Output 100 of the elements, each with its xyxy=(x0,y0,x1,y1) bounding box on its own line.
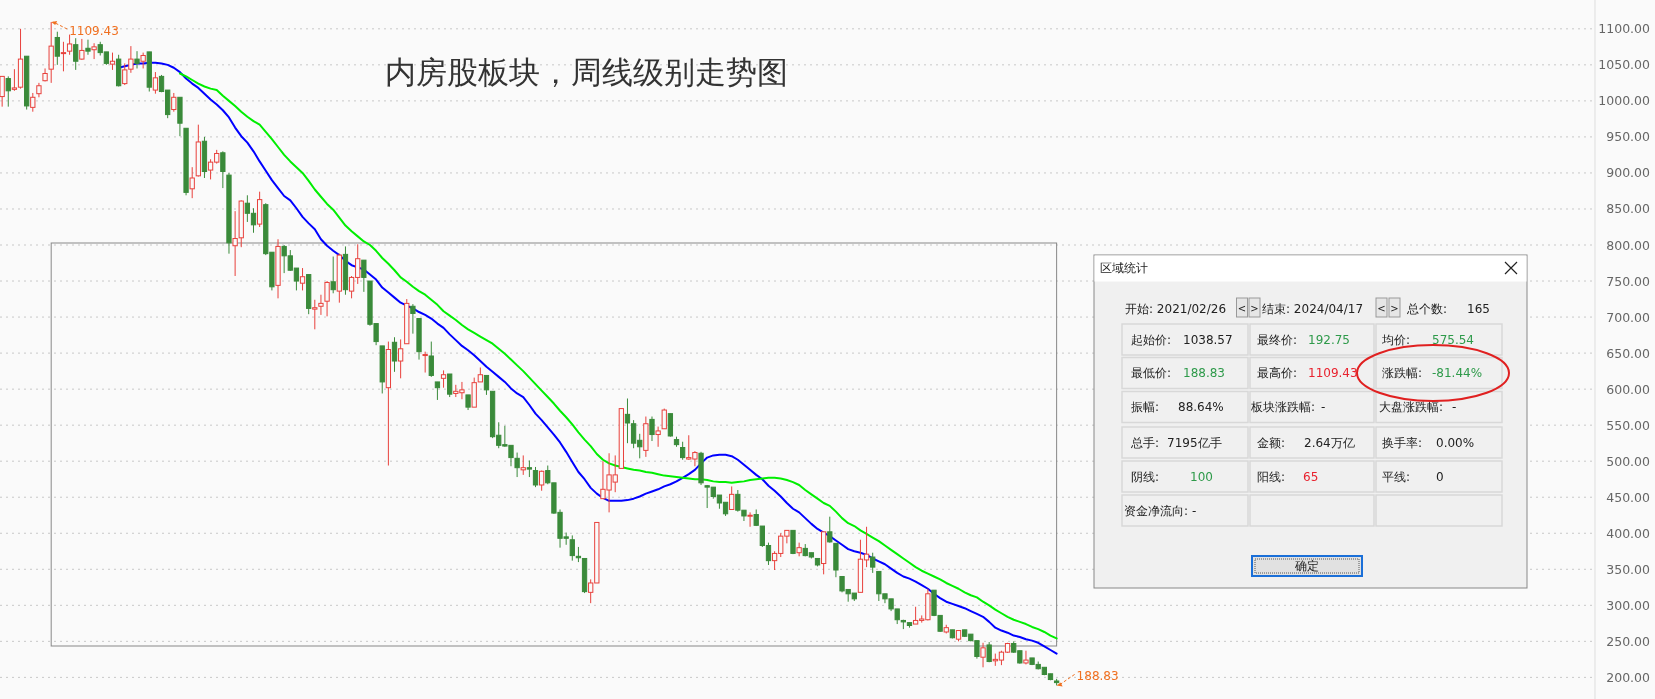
candlestick xyxy=(729,485,735,510)
candlestick xyxy=(532,466,539,488)
text: 65 xyxy=(1303,469,1319,484)
candlestick xyxy=(5,75,11,108)
candlestick xyxy=(318,294,324,316)
candlestick xyxy=(980,642,986,668)
candlestick xyxy=(655,426,661,448)
candlestick xyxy=(569,534,575,562)
candlestick xyxy=(514,452,520,478)
text: 0 xyxy=(1436,469,1444,484)
text: > xyxy=(1250,302,1259,314)
text: -81.44% xyxy=(1432,366,1483,380)
candlestick xyxy=(220,150,226,189)
y-tick-label: 950.00 xyxy=(1606,129,1651,145)
candlestick xyxy=(91,42,97,60)
y-tick-label: 400.00 xyxy=(1606,525,1651,541)
text: 结束: 2024/04/17 xyxy=(1262,302,1364,316)
text: 192.75 xyxy=(1308,332,1350,347)
y-tick-label: 600.00 xyxy=(1606,381,1651,397)
text: 开始: 2021/02/26 xyxy=(1125,302,1227,316)
text: 阴线: xyxy=(1131,469,1160,484)
y-tick-label: 550.00 xyxy=(1606,417,1651,433)
annotation: 1109.43 xyxy=(69,24,119,39)
candlestick xyxy=(232,210,238,277)
text: 88.64% xyxy=(1178,400,1224,414)
text: 总手: xyxy=(1130,435,1160,450)
candlestick xyxy=(1023,650,1029,665)
candlestick xyxy=(330,256,336,294)
text: 最终价: xyxy=(1257,332,1298,347)
candlestick xyxy=(667,413,674,438)
text: 最高价: xyxy=(1257,366,1298,380)
y-tick-label: 700.00 xyxy=(1606,309,1651,325)
candlestick xyxy=(324,280,330,317)
candlestick xyxy=(134,50,140,69)
y-tick-label: 850.00 xyxy=(1606,201,1651,217)
text: 阳线: xyxy=(1257,469,1286,484)
text: 0.00% xyxy=(1436,435,1475,450)
text: 板块涨跌幅: xyxy=(1250,400,1316,414)
candlestick xyxy=(54,31,60,66)
candlestick xyxy=(649,416,655,442)
text: 575.54 xyxy=(1432,332,1474,347)
text: 金额: xyxy=(1257,435,1286,450)
candlestick xyxy=(73,37,79,71)
text: 内房股板块，周线级别走势图 xyxy=(385,54,788,90)
text: 资金净流向: xyxy=(1124,503,1189,518)
candlestick xyxy=(312,299,318,330)
candlestick xyxy=(60,41,67,72)
candlestick xyxy=(447,373,453,398)
candlestick xyxy=(189,166,195,199)
candlestick xyxy=(870,552,876,574)
text: 100 xyxy=(1190,469,1213,484)
candlestick xyxy=(827,516,833,544)
candlestick xyxy=(397,338,404,379)
y-tick-label: 750.00 xyxy=(1606,273,1651,289)
candlestick xyxy=(410,303,416,335)
text: 最低价: xyxy=(1131,366,1172,380)
y-tick-label: 800.00 xyxy=(1606,237,1651,253)
y-tick-label: 300.00 xyxy=(1606,597,1651,613)
text: 188.83 xyxy=(1183,366,1225,380)
candlestick xyxy=(428,341,434,378)
text: < xyxy=(1377,302,1386,314)
text: 确定 xyxy=(1294,559,1319,573)
text: 涨跌幅: xyxy=(1382,366,1423,380)
candlestick xyxy=(483,374,490,396)
candlestick xyxy=(0,75,5,108)
y-tick-label: 1050.00 xyxy=(1598,57,1651,73)
candlestick xyxy=(66,34,73,56)
text: - xyxy=(1452,400,1457,414)
y-tick-label: 1000.00 xyxy=(1598,93,1651,109)
candlestick xyxy=(796,542,802,557)
text: 总个数: xyxy=(1406,302,1448,316)
text: 2.64万亿 xyxy=(1304,435,1355,450)
text: 1038.57 xyxy=(1183,332,1233,347)
candlestick xyxy=(152,71,159,95)
y-tick-label: 450.00 xyxy=(1606,489,1651,505)
candlestick xyxy=(361,259,367,293)
text: 换手率: xyxy=(1382,435,1423,450)
text: 大盘涨跌幅: xyxy=(1379,400,1444,414)
text: 1109.43 xyxy=(1308,366,1358,380)
candlestick xyxy=(79,38,85,61)
y-tick-label: 900.00 xyxy=(1606,165,1651,181)
text: > xyxy=(1390,302,1399,314)
text: 振幅: xyxy=(1131,400,1160,414)
candlestick xyxy=(299,267,306,291)
text: - xyxy=(1321,400,1326,414)
candlestick xyxy=(422,351,428,374)
text: 区域统计 xyxy=(1100,261,1148,275)
text: 165 xyxy=(1467,302,1490,316)
text: < xyxy=(1237,302,1247,314)
candlestick xyxy=(48,21,54,84)
text: 7195亿手 xyxy=(1167,435,1222,450)
candlestick xyxy=(171,92,177,113)
candlestick xyxy=(680,441,686,461)
y-tick-label: 200.00 xyxy=(1606,669,1651,685)
candlestick xyxy=(85,39,91,56)
text: 188.83 xyxy=(1076,669,1119,684)
text: - xyxy=(1192,503,1197,518)
y-tick-label: 500.00 xyxy=(1606,453,1651,469)
candlestick xyxy=(520,454,526,476)
text: 起始价: xyxy=(1131,332,1172,347)
